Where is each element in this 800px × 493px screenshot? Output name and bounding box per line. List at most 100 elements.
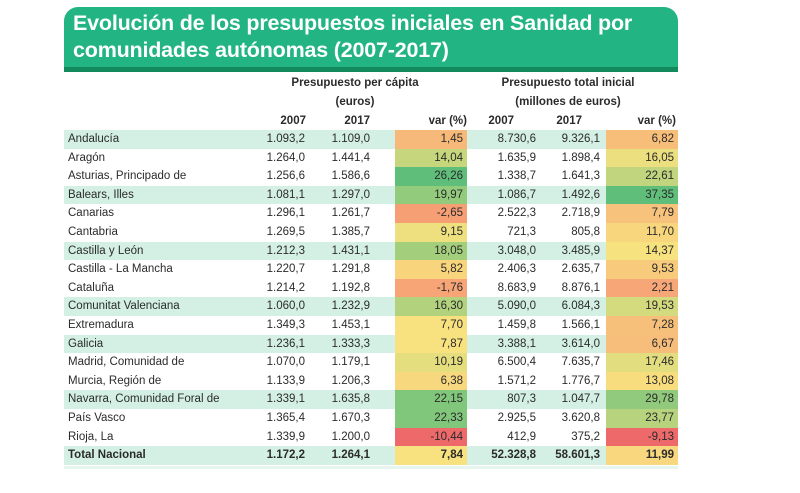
cell-total-2017: 1.492,6 — [561, 188, 600, 201]
header-col-pc-2017: 2017 — [344, 115, 370, 127]
row-name: Madrid, Comunidad de — [68, 356, 185, 369]
cell-total-var: 13,08 — [606, 371, 678, 391]
cell-per-capita-2007: 1.269,5 — [266, 225, 305, 238]
row-name: Murcia, Región de — [68, 374, 162, 387]
cell-per-capita-2017: 1.297,0 — [331, 188, 370, 201]
cell-per-capita-var: 7,84 — [395, 446, 467, 465]
cell-total-2007: 807,3 — [507, 393, 536, 406]
table-row: Rioja, La 1.339,9 1.200,0 -10,44 412,9 375,2 -… — [64, 427, 678, 447]
cell-per-capita-2017: 1.333,3 — [331, 337, 370, 350]
cell-total-2017: 2.718,9 — [561, 207, 600, 220]
cell-per-capita-var: 10,19 — [395, 353, 467, 372]
cell-total-2017: 1.641,3 — [561, 170, 600, 183]
var-value: 6,67 — [651, 337, 674, 350]
header-group-total: Presupuesto total inicial — [501, 77, 635, 89]
table-row: Andalucía 1.093,2 1.109,0 1,45 8.730,6 9.326,… — [64, 130, 678, 149]
cell-per-capita-var: -2,65 — [395, 204, 467, 223]
cell-total-2007: 52.328,8 — [491, 449, 536, 462]
table-bottom-rule — [64, 466, 678, 469]
var-value: 18,05 — [434, 244, 463, 257]
cell-total-var: 7,79 — [606, 204, 678, 223]
cell-total-2017: 8.876,1 — [561, 281, 600, 294]
row-name: Canarias — [68, 207, 115, 220]
cell-total-2017: 805,8 — [571, 225, 600, 238]
cell-total-2017: 9.326,1 — [561, 133, 600, 145]
var-value: 9,53 — [651, 263, 674, 276]
cell-per-capita-var: -1,76 — [395, 278, 467, 298]
table-row: Comunitat Valenciana 1.060,0 1.232,9 16,30 5… — [64, 297, 678, 316]
var-value: 5,82 — [440, 263, 463, 276]
var-value: 13,08 — [645, 374, 674, 387]
var-value: 22,15 — [434, 393, 463, 406]
cell-per-capita-var: 7,87 — [395, 334, 467, 354]
cell-total-var: 6,67 — [606, 334, 678, 354]
cell-per-capita-2017: 1.453,1 — [331, 318, 370, 331]
table-row: Castilla y León 1.212,3 1.431,1 18,05 3.048,… — [64, 241, 678, 261]
cell-per-capita-2017: 1.192,8 — [331, 281, 370, 294]
cell-total-2007: 2.925,5 — [497, 411, 536, 424]
var-value: 23,77 — [645, 411, 674, 424]
cell-total-2017: 6.084,3 — [561, 300, 600, 313]
cell-total-2017: 7.635,7 — [561, 356, 600, 369]
var-value: 14,04 — [434, 151, 463, 164]
row-name: Asturias, Principado de — [68, 170, 187, 183]
table-row: Navarra, Comunidad Foral de 1.339,1 1.635,… — [64, 390, 678, 409]
var-value: 7,70 — [440, 318, 463, 331]
cell-per-capita-var: 22,33 — [395, 408, 467, 428]
var-value: 29,78 — [645, 393, 674, 406]
cell-per-capita-2017: 1.670,3 — [331, 411, 370, 424]
table-row: Murcia, Región de 1.133,9 1.206,3 6,38 1.571… — [64, 371, 678, 391]
cell-per-capita-2007: 1.339,9 — [266, 430, 305, 443]
cell-per-capita-2007: 1.365,4 — [266, 411, 305, 424]
cell-total-2007: 3.388,1 — [497, 337, 536, 350]
cell-total-2017: 375,2 — [571, 430, 600, 443]
cell-per-capita-var: 22,15 — [395, 390, 467, 409]
var-value: 11,70 — [646, 225, 674, 238]
cell-total-var: 37,35 — [606, 185, 678, 205]
cell-per-capita-var: 26,26 — [395, 167, 467, 186]
title-banner: Evolución de los presupuestos iniciales … — [64, 7, 678, 72]
cell-total-2017: 58.601,3 — [555, 449, 600, 462]
var-value: 6,38 — [440, 374, 463, 387]
var-value: 26,26 — [434, 170, 463, 183]
cell-per-capita-2017: 1.264,1 — [331, 449, 370, 462]
cell-per-capita-2007: 1.212,3 — [266, 244, 305, 257]
cell-total-var: 14,37 — [606, 241, 678, 261]
table-row: País Vasco 1.365,4 1.670,3 22,33 2.925,5 3.62… — [64, 408, 678, 428]
var-value: -9,13 — [647, 430, 674, 443]
var-value: 7,79 — [651, 207, 674, 220]
row-name: Castilla y León — [68, 244, 144, 257]
var-value: 16,30 — [434, 300, 463, 313]
var-value: -2,65 — [436, 207, 463, 220]
table-row: Galicia 1.236,1 1.333,3 7,87 3.388,1 3.614,0 6… — [64, 334, 678, 354]
row-name: Cataluña — [68, 281, 115, 294]
var-value: 7,84 — [440, 449, 463, 462]
var-value: 17,46 — [645, 356, 674, 369]
cell-per-capita-var: 5,82 — [395, 260, 467, 279]
row-name: Total Nacional — [68, 449, 146, 462]
cell-total-var: 23,77 — [606, 408, 678, 428]
var-value: 14,37 — [645, 244, 674, 257]
cell-per-capita-2007: 1.264,0 — [266, 151, 305, 164]
var-value: 6,82 — [651, 133, 674, 145]
data-table: Andalucía 1.093,2 1.109,0 1,45 8.730,6 9.326,… — [64, 130, 678, 465]
cell-per-capita-2017: 1.586,6 — [331, 170, 370, 183]
var-value: -1,76 — [436, 281, 463, 294]
table-row: Cataluña 1.214,2 1.192,8 -1,76 8.683,9 8.876,… — [64, 278, 678, 298]
row-name: Extremadura — [68, 318, 134, 331]
row-name: Rioja, La — [68, 430, 114, 443]
cell-total-2017: 2.635,7 — [561, 263, 600, 276]
cell-total-var: 6,82 — [606, 130, 678, 149]
cell-total-2017: 1.047,7 — [561, 393, 600, 406]
table-row: Cantabria 1.269,5 1.385,7 9,15 721,3 805,8 11,… — [64, 222, 678, 242]
var-value: 19,53 — [645, 300, 674, 313]
cell-total-2017: 3.614,0 — [561, 337, 600, 350]
header-col-pc-2007: 2007 — [280, 115, 306, 127]
cell-per-capita-2017: 1.635,8 — [331, 393, 370, 406]
cell-per-capita-2017: 1.232,9 — [331, 300, 370, 313]
cell-per-capita-var: 16,30 — [395, 297, 467, 316]
cell-total-var: 19,53 — [606, 297, 678, 316]
cell-total-2007: 2.406,3 — [497, 263, 536, 276]
cell-per-capita-2007: 1.236,1 — [266, 337, 305, 350]
cell-total-2017: 3.620,8 — [561, 411, 600, 424]
